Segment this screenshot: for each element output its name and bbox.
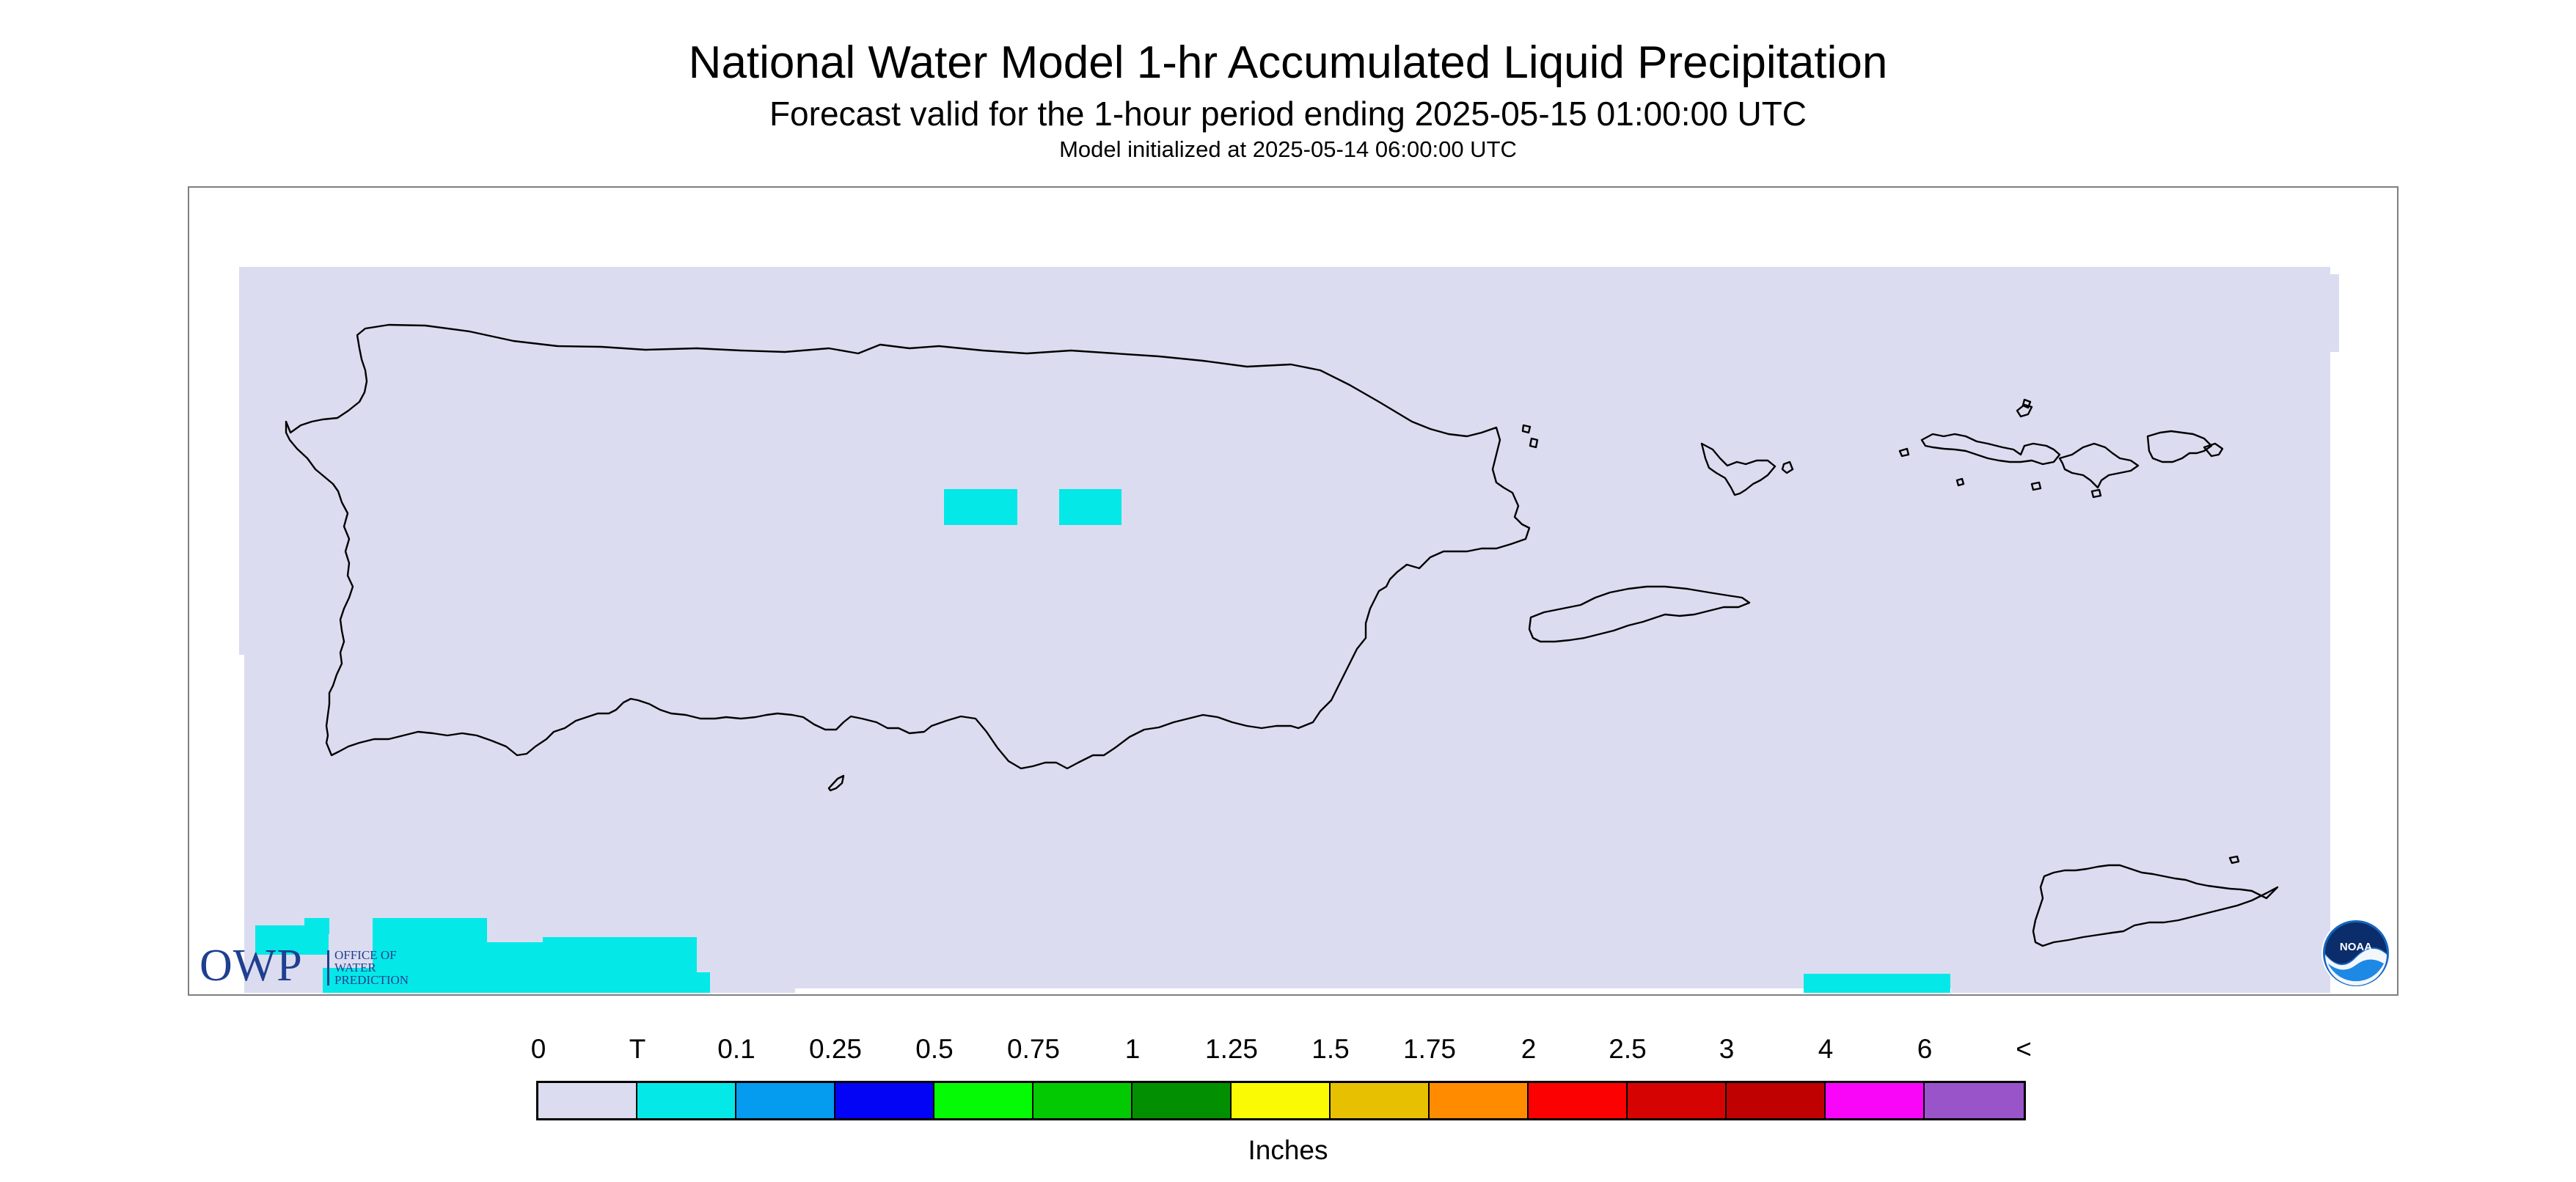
cayo-norte-outline [1781,460,1794,474]
precip-cell [1804,974,1950,993]
coastlines [285,323,2279,947]
legend-swatch [1826,1083,1925,1118]
legend-units: Inches [1248,1135,1328,1165]
legend-swatch [1133,1083,1232,1118]
precip-cell [304,918,329,934]
map-domain [239,267,2339,993]
hans-lollik-outline [2021,398,2032,409]
tortola-outline [2146,430,2213,463]
legend-swatch [934,1083,1033,1118]
noaa-emblem-icon: NOAA [2321,919,2390,988]
legend-label: 0.25 [808,1034,863,1064]
culebra-outline [1700,442,1777,496]
owp-logo-line: OFFICE OF [334,948,397,962]
legend-label: 1 [1124,1034,1141,1064]
legend-swatch [637,1083,736,1118]
legend-swatch [1232,1083,1331,1118]
legend-swatch [1727,1083,1826,1118]
page-title: National Water Model 1-hr Accumulated Li… [688,37,1888,88]
legend-label: 0.75 [1006,1034,1061,1064]
vieques-islet-outline [1521,424,1532,434]
legend-label: 2.5 [1609,1034,1647,1064]
legend-swatch [1033,1083,1133,1118]
legend-swatch [1529,1083,1628,1118]
legend-label: 3 [1719,1034,1735,1064]
precip-cell [1059,489,1121,525]
owp-logo-line: WATER [334,961,376,974]
legend-label: T [629,1034,646,1064]
legend-swatch [736,1083,835,1118]
little-st-james-outline [2030,481,2042,491]
legend-label: 4 [1818,1034,1834,1064]
legend-label: 6 [1917,1034,1933,1064]
legend-label: < [2016,1034,2032,1064]
legend-swatch [1628,1083,1727,1118]
owp-logo-letters: OWP [200,941,303,991]
buck-island-outline [1955,477,1965,487]
precip-cells-trace [255,489,1950,993]
legend-colorbar [536,1081,2026,1120]
legend-swatch [538,1083,637,1118]
legend-swatch [1430,1083,1529,1118]
vieques-outline [1528,585,1751,643]
legend-label: 1.5 [1311,1034,1350,1064]
legend-label: 0.1 [717,1034,755,1064]
green-cay-outline [2228,855,2240,865]
forecast-valid-subtitle: Forecast valid for the 1-hour period end… [769,95,1807,133]
legend-swatch [835,1083,934,1118]
legend-swatch [1925,1083,2024,1118]
st-croix-outline [2032,864,2279,947]
legend-swatch [1331,1083,1430,1118]
legend-label: 2 [1521,1034,1537,1064]
st-john-outline [2058,442,2140,489]
precip-cell [944,489,1017,525]
noaa-logo-text: NOAA [2340,941,2372,953]
norman-island-outline [2090,488,2102,499]
precip-cell [543,937,697,993]
puerto-rico-outline [285,323,1531,770]
precip-cell [323,968,390,993]
legend-label: 0 [530,1034,546,1064]
legend-label: 1.25 [1204,1034,1259,1064]
st-thomas-outline [1920,433,2061,466]
mona-island-outline [827,774,845,792]
precip-cell [697,972,710,993]
owp-logo-line: PREDICTION [334,973,409,987]
domain-background [239,267,2339,993]
legend-label: 0.5 [915,1034,954,1064]
savana-outline [1898,447,1910,458]
legend-label: 1.75 [1402,1034,1457,1064]
owp-logo-divider [327,950,329,985]
precip-cell [373,942,543,993]
cayo-islet-outline [1529,437,1539,449]
owp-logo-subtext: OFFICE OF WATER PREDICTION [334,949,409,986]
virgin-gorda-outline [2203,442,2224,458]
model-init-text: Model initialized at 2025-05-14 06:00:00… [1059,136,1517,162]
